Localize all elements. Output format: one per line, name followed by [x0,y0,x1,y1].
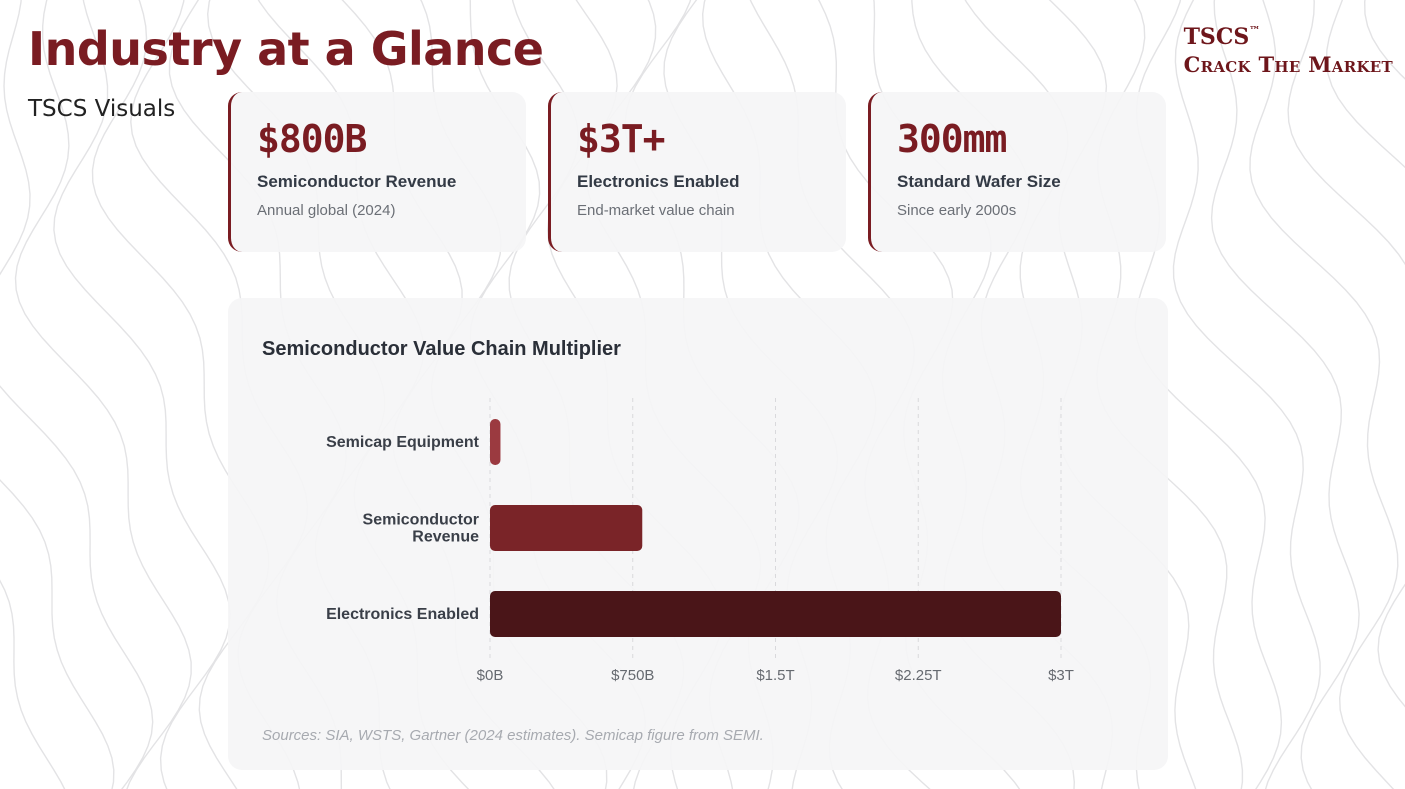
stat-card-wafer: 300mm Standard Wafer Size Since early 20… [868,92,1166,252]
chart-sources-note: Sources: SIA, WSTS, Gartner (2024 estima… [262,727,764,744]
category-label: Semicap Equipment [326,434,480,451]
page-title: Industry at a Glance [28,22,544,76]
brand-logo: TSCS™ Crack The Market [1184,24,1393,78]
stat-label: Semiconductor Revenue [257,172,457,191]
chart-title: Semiconductor Value Chain Multiplier [262,338,621,360]
x-tick-label: $3T [1048,667,1074,684]
contour-line [0,479,115,789]
contour-line [53,0,231,789]
contour-line [1172,0,1321,789]
x-tick-label: $1.5T [756,667,794,684]
contour-line [1249,0,1399,789]
contour-line [1363,0,1405,80]
stat-value: $3T+ [577,117,666,161]
stat-card-revenue: $800B Semiconductor Revenue Annual globa… [228,92,526,252]
stat-subtext: End-market value chain [577,202,735,219]
category-label: Revenue [412,529,479,546]
stat-label: Electronics Enabled [577,172,740,191]
brand-tagline: Crack The Market [1183,51,1393,77]
bar-semicap-equipment [490,419,501,465]
bar-semiconductor-revenue [490,505,643,551]
chart-panel: $0B $750B $1.5T $2.25T $3T Semicap Equipment S… [228,298,1168,770]
contour-line [14,0,192,789]
stat-subtext: Annual global (2024) [257,202,396,219]
stat-card-electronics: $3T+ Electronics Enabled End-market valu… [548,92,846,252]
stat-value: 300mm [897,117,1007,161]
stat-label: Standard Wafer Size [897,172,1061,191]
brand-name: TSCS [1183,24,1250,50]
contour-line [0,0,154,789]
x-tick-label: $0B [477,667,504,684]
stat-value: $800B [257,117,367,161]
x-tick-label: $2.25T [895,667,942,684]
stat-subtext: Since early 2000s [897,202,1017,219]
x-tick-label: $750B [611,667,654,684]
category-label: Semiconductor [363,512,479,529]
value-chain-bar-chart: $0B $750B $1.5T $2.25T $3T Semicap Equipment S… [326,398,1074,684]
page-subtitle: TSCS Visuals [28,96,176,122]
contour-line [91,0,270,789]
contour-line [0,579,66,789]
contour-line [1287,0,1405,708]
brand-trademark: ™ [1249,24,1261,37]
bar-electronics-enabled [490,591,1061,637]
contour-line [1210,0,1360,789]
category-label: Electronics Enabled [326,606,479,623]
contour-line [1325,0,1405,169]
